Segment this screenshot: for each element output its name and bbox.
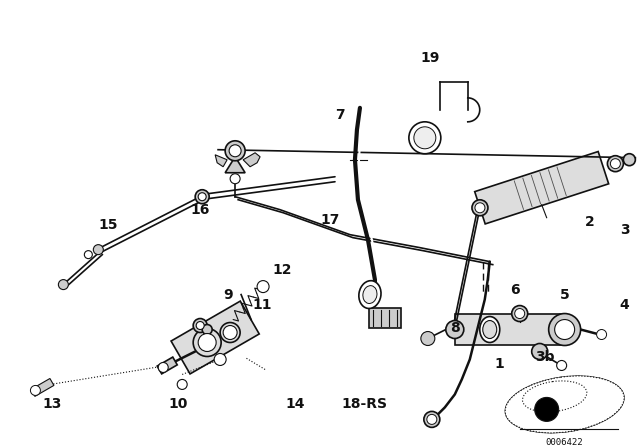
Text: 12: 12 bbox=[272, 263, 292, 276]
Circle shape bbox=[596, 330, 607, 340]
Circle shape bbox=[93, 245, 103, 254]
Text: 15: 15 bbox=[99, 218, 118, 232]
Circle shape bbox=[534, 397, 559, 422]
Text: 7: 7 bbox=[335, 108, 345, 122]
Circle shape bbox=[607, 156, 623, 172]
Circle shape bbox=[515, 309, 525, 319]
Text: 9: 9 bbox=[223, 288, 233, 302]
Text: 6: 6 bbox=[510, 283, 520, 297]
Polygon shape bbox=[171, 301, 259, 374]
Circle shape bbox=[31, 385, 40, 396]
Text: 10: 10 bbox=[168, 397, 188, 411]
Circle shape bbox=[475, 203, 485, 213]
Text: 19: 19 bbox=[420, 51, 440, 65]
Circle shape bbox=[623, 154, 636, 166]
Circle shape bbox=[58, 280, 68, 289]
Circle shape bbox=[421, 332, 435, 345]
Circle shape bbox=[202, 324, 212, 335]
Polygon shape bbox=[157, 357, 177, 374]
Text: 5: 5 bbox=[560, 288, 570, 302]
Circle shape bbox=[198, 193, 206, 201]
Circle shape bbox=[177, 379, 187, 389]
Circle shape bbox=[195, 190, 209, 204]
Text: 11: 11 bbox=[252, 297, 272, 311]
Circle shape bbox=[532, 344, 548, 359]
Circle shape bbox=[198, 333, 216, 352]
Polygon shape bbox=[243, 153, 260, 167]
Circle shape bbox=[446, 320, 464, 339]
Circle shape bbox=[414, 127, 436, 149]
Text: 8: 8 bbox=[450, 320, 460, 335]
Polygon shape bbox=[215, 155, 227, 167]
Text: 17: 17 bbox=[320, 213, 340, 227]
Circle shape bbox=[548, 314, 580, 345]
Circle shape bbox=[427, 414, 437, 424]
Circle shape bbox=[196, 322, 204, 330]
Text: 1: 1 bbox=[495, 358, 504, 371]
Circle shape bbox=[214, 353, 226, 366]
Ellipse shape bbox=[505, 376, 624, 433]
Ellipse shape bbox=[483, 320, 497, 339]
Circle shape bbox=[611, 159, 620, 168]
Circle shape bbox=[229, 145, 241, 157]
Polygon shape bbox=[225, 157, 245, 173]
Circle shape bbox=[223, 326, 237, 340]
Circle shape bbox=[424, 411, 440, 427]
Text: 18-RS: 18-RS bbox=[342, 397, 388, 411]
Circle shape bbox=[512, 306, 528, 322]
Ellipse shape bbox=[480, 317, 500, 343]
Polygon shape bbox=[475, 151, 609, 224]
Circle shape bbox=[230, 174, 240, 184]
Circle shape bbox=[472, 200, 488, 216]
Circle shape bbox=[193, 319, 207, 332]
Ellipse shape bbox=[359, 281, 381, 309]
Circle shape bbox=[220, 323, 240, 343]
Circle shape bbox=[84, 250, 92, 258]
Circle shape bbox=[158, 362, 168, 372]
Text: 3: 3 bbox=[620, 223, 629, 237]
Polygon shape bbox=[369, 308, 401, 327]
Ellipse shape bbox=[505, 376, 624, 433]
Circle shape bbox=[257, 280, 269, 293]
Text: 14: 14 bbox=[285, 397, 305, 411]
Circle shape bbox=[193, 328, 221, 357]
Text: 3b: 3b bbox=[535, 350, 554, 365]
Circle shape bbox=[225, 141, 245, 161]
Polygon shape bbox=[455, 314, 564, 345]
Text: 13: 13 bbox=[43, 397, 62, 411]
Ellipse shape bbox=[522, 381, 587, 412]
Ellipse shape bbox=[363, 286, 377, 303]
Text: 0006422: 0006422 bbox=[546, 438, 584, 447]
Circle shape bbox=[557, 361, 566, 370]
Polygon shape bbox=[31, 379, 54, 396]
Text: 2: 2 bbox=[585, 215, 595, 228]
Text: 4: 4 bbox=[620, 297, 629, 311]
Text: 16: 16 bbox=[191, 202, 210, 217]
Circle shape bbox=[409, 122, 441, 154]
Circle shape bbox=[555, 319, 575, 340]
